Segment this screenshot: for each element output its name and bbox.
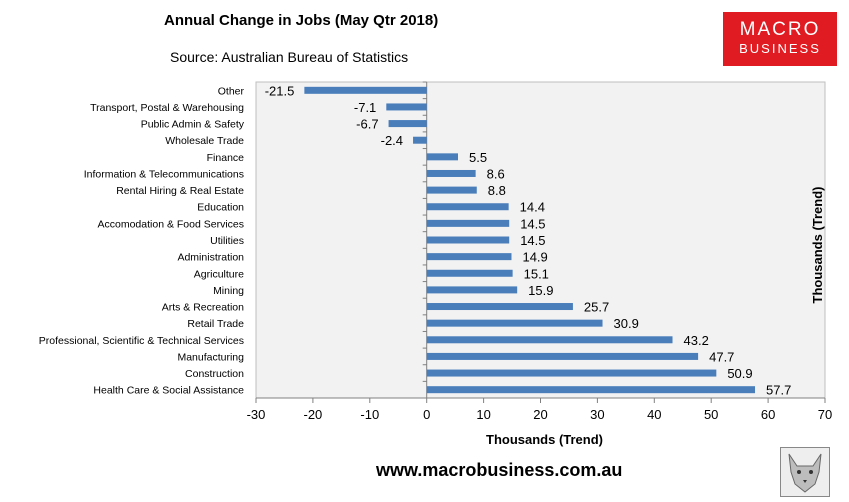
category-label: Manufacturing: [177, 351, 244, 363]
x-axis-title: Thousands (Trend): [486, 432, 603, 447]
data-label: 14.5: [520, 216, 545, 231]
bar: [426, 319, 603, 327]
logo-line-2: BUSINESS: [739, 41, 821, 56]
bar: [413, 136, 427, 144]
data-label: 14.9: [522, 250, 547, 265]
category-label: Construction: [185, 368, 244, 380]
bar: [426, 269, 513, 277]
bar: [426, 203, 509, 211]
category-label: Agriculture: [194, 268, 244, 280]
chart-source: Source: Australian Bureau of Statistics: [170, 49, 409, 65]
wolf-logo-icon: [780, 447, 830, 497]
chart-title: Annual Change in Jobs (May Qtr 2018): [164, 12, 439, 29]
bar: [426, 336, 673, 344]
bar: [426, 303, 573, 311]
bar: [426, 253, 512, 261]
x-tick-label: 30: [590, 407, 604, 422]
category-label: Transport, Postal & Warehousing: [90, 102, 244, 114]
category-label: Other: [218, 85, 245, 97]
category-label: Health Care & Social Assistance: [93, 385, 244, 397]
category-label: Administration: [177, 252, 244, 264]
category-label: Utilities: [210, 235, 244, 247]
category-label: Wholesale Trade: [165, 135, 244, 147]
category-label: Information & Telecommunications: [84, 168, 244, 180]
y-axis-title: Thousands (Trend): [810, 187, 825, 304]
plot-area: [255, 81, 826, 399]
data-label: 14.5: [520, 233, 545, 248]
data-label: 14.4: [520, 200, 545, 215]
data-label: 47.7: [709, 349, 734, 364]
data-label: 50.9: [727, 366, 752, 381]
bar: [386, 103, 427, 111]
data-label: 30.9: [614, 316, 639, 331]
x-tick-label: -10: [360, 407, 379, 422]
logo-line-1: MACRO: [739, 19, 821, 40]
category-label: Mining: [213, 285, 244, 297]
x-tick-label: 20: [533, 407, 547, 422]
x-tick-label: 10: [476, 407, 490, 422]
bar: [388, 120, 427, 128]
data-label: 5.5: [469, 150, 487, 165]
data-label: -2.4: [381, 133, 403, 148]
bar: [426, 369, 717, 377]
bar: [426, 153, 458, 161]
data-label: 15.1: [524, 266, 549, 281]
bar: [426, 286, 518, 294]
bar: [426, 186, 477, 194]
category-label: Finance: [207, 152, 245, 164]
x-tick-label: 70: [818, 407, 832, 422]
data-label: 8.8: [488, 183, 506, 198]
brand-logo: MACRO BUSINESS: [723, 12, 837, 66]
data-label: -21.5: [265, 83, 295, 98]
bar: [426, 236, 510, 244]
bar: [304, 86, 427, 94]
bar: [426, 169, 476, 177]
x-tick-label: 40: [647, 407, 661, 422]
bar: [426, 386, 756, 394]
x-tick-label: -30: [247, 407, 266, 422]
category-label: Rental Hiring & Real Estate: [116, 185, 244, 197]
category-label: Professional, Scientific & Technical Ser…: [39, 335, 244, 347]
data-label: -7.1: [354, 100, 376, 115]
category-label: Arts & Recreation: [162, 302, 244, 314]
category-label: Education: [197, 202, 244, 214]
data-label: 8.6: [487, 166, 505, 181]
data-label: 43.2: [684, 333, 709, 348]
x-tick-label: 60: [761, 407, 775, 422]
x-tick-label: 50: [704, 407, 718, 422]
data-label: 25.7: [584, 300, 609, 315]
bar: [426, 352, 699, 360]
category-label: Public Admin & Safety: [141, 119, 245, 131]
bar: [426, 219, 510, 227]
website-url: www.macrobusiness.com.au: [376, 460, 623, 480]
data-label: -6.7: [356, 117, 378, 132]
x-tick-label: 0: [423, 407, 430, 422]
data-label: 57.7: [766, 383, 791, 398]
category-label: Accomodation & Food Services: [98, 218, 245, 230]
category-label: Retail Trade: [187, 318, 244, 330]
data-label: 15.9: [528, 283, 553, 298]
x-tick-label: -20: [304, 407, 323, 422]
